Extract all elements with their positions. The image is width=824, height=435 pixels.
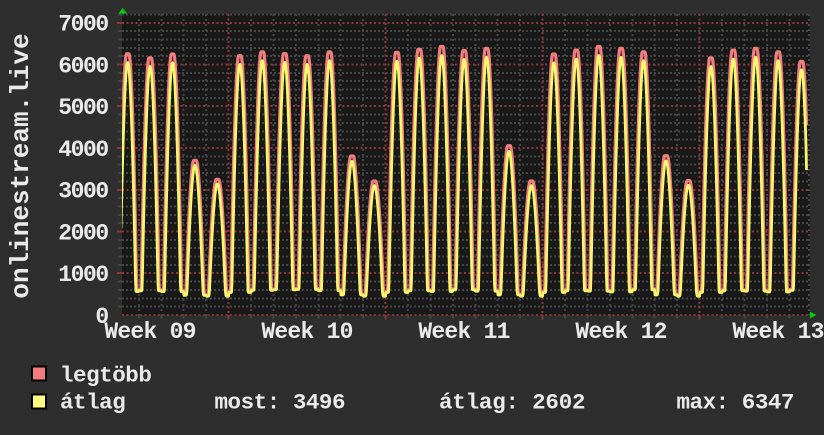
svg-text:most: 3496: most: 3496 <box>215 390 346 416</box>
svg-text:6000: 6000 <box>58 54 108 80</box>
svg-text:3000: 3000 <box>58 179 108 205</box>
svg-text:Week 09: Week 09 <box>104 319 195 345</box>
svg-text:onlinestream.live: onlinestream.live <box>6 33 36 298</box>
svg-text:7000: 7000 <box>58 12 108 38</box>
svg-text:Week 12: Week 12 <box>575 319 666 345</box>
svg-text:átlag: átlag <box>60 390 125 416</box>
svg-text:1000: 1000 <box>58 262 108 288</box>
svg-text:Week 11: Week 11 <box>418 319 509 345</box>
svg-text:Week 10: Week 10 <box>261 319 352 345</box>
svg-text:max: 6347: max: 6347 <box>677 390 794 416</box>
svg-text:2000: 2000 <box>58 221 108 247</box>
svg-text:4000: 4000 <box>58 137 108 163</box>
svg-text:5000: 5000 <box>58 95 108 121</box>
svg-text:Week 13: Week 13 <box>732 319 823 345</box>
svg-text:legtöbb: legtöbb <box>60 362 151 388</box>
svg-text:0: 0 <box>95 304 108 330</box>
svg-text:átlag: 2602: átlag: 2602 <box>439 390 585 416</box>
